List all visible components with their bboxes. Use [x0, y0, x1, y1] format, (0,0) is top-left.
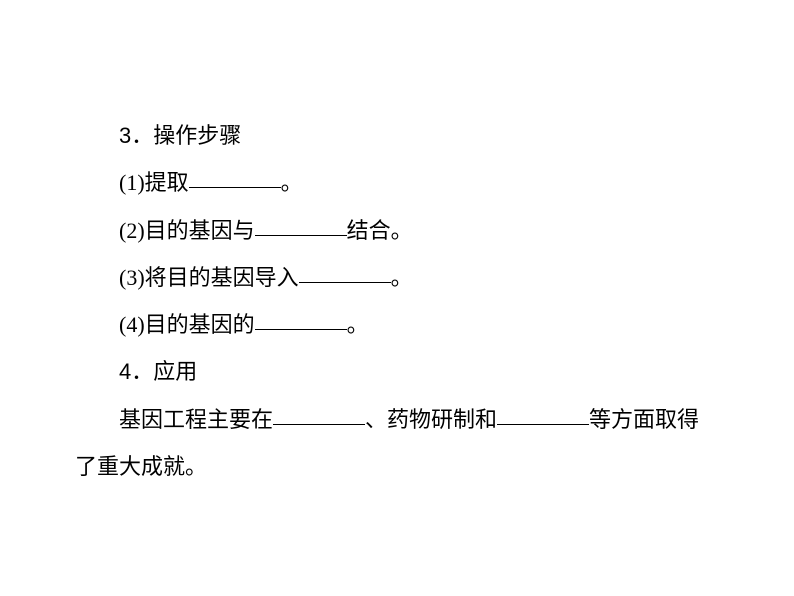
blank-fill: [273, 403, 365, 425]
step-text-after: 。: [391, 265, 413, 290]
text-before: 基因工程主要在: [119, 407, 273, 432]
step-prefix: (3): [119, 265, 145, 290]
step-prefix: (4): [119, 312, 145, 337]
step-text-after: 结合。: [347, 218, 413, 243]
step-prefix: (2): [119, 218, 145, 243]
step-text-after: 。: [281, 170, 303, 195]
text-after: 等方面取得: [589, 407, 699, 432]
heading-text: 4．应用: [119, 359, 197, 384]
step-text-before: 目的基因与: [145, 218, 255, 243]
blank-fill: [189, 166, 281, 188]
step-text-before: 将目的基因导入: [145, 265, 299, 290]
blank-fill: [497, 403, 589, 425]
step-prefix: (1): [119, 170, 145, 195]
blank-fill: [255, 214, 347, 236]
step-3: (3)将目的基因导入 。: [75, 254, 719, 301]
blank-fill: [255, 308, 347, 330]
text-mid: 、药物研制和: [365, 407, 497, 432]
application-line-1: 基因工程主要在 、药物研制和 等方面取得: [75, 396, 719, 443]
step-text-before: 提取: [145, 170, 189, 195]
section-4-heading: 4．应用: [75, 348, 719, 395]
step-2: (2)目的基因与 结合。: [75, 207, 719, 254]
blank-fill: [299, 261, 391, 283]
application-line-2: 了重大成就。: [75, 443, 719, 490]
text: 了重大成就。: [75, 454, 207, 479]
step-1: (1)提取 。: [75, 159, 719, 206]
step-text-after: 。: [347, 312, 369, 337]
section-3-heading: 3．操作步骤: [75, 112, 719, 159]
page: 3．操作步骤 (1)提取。 (2)目的基因与结合。 (3)将目的基因导入。 (4…: [0, 0, 794, 596]
step-text-before: 目的基因的: [145, 312, 255, 337]
heading-text: 3．操作步骤: [119, 123, 241, 148]
step-4: (4)目的基因的 。: [75, 301, 719, 348]
